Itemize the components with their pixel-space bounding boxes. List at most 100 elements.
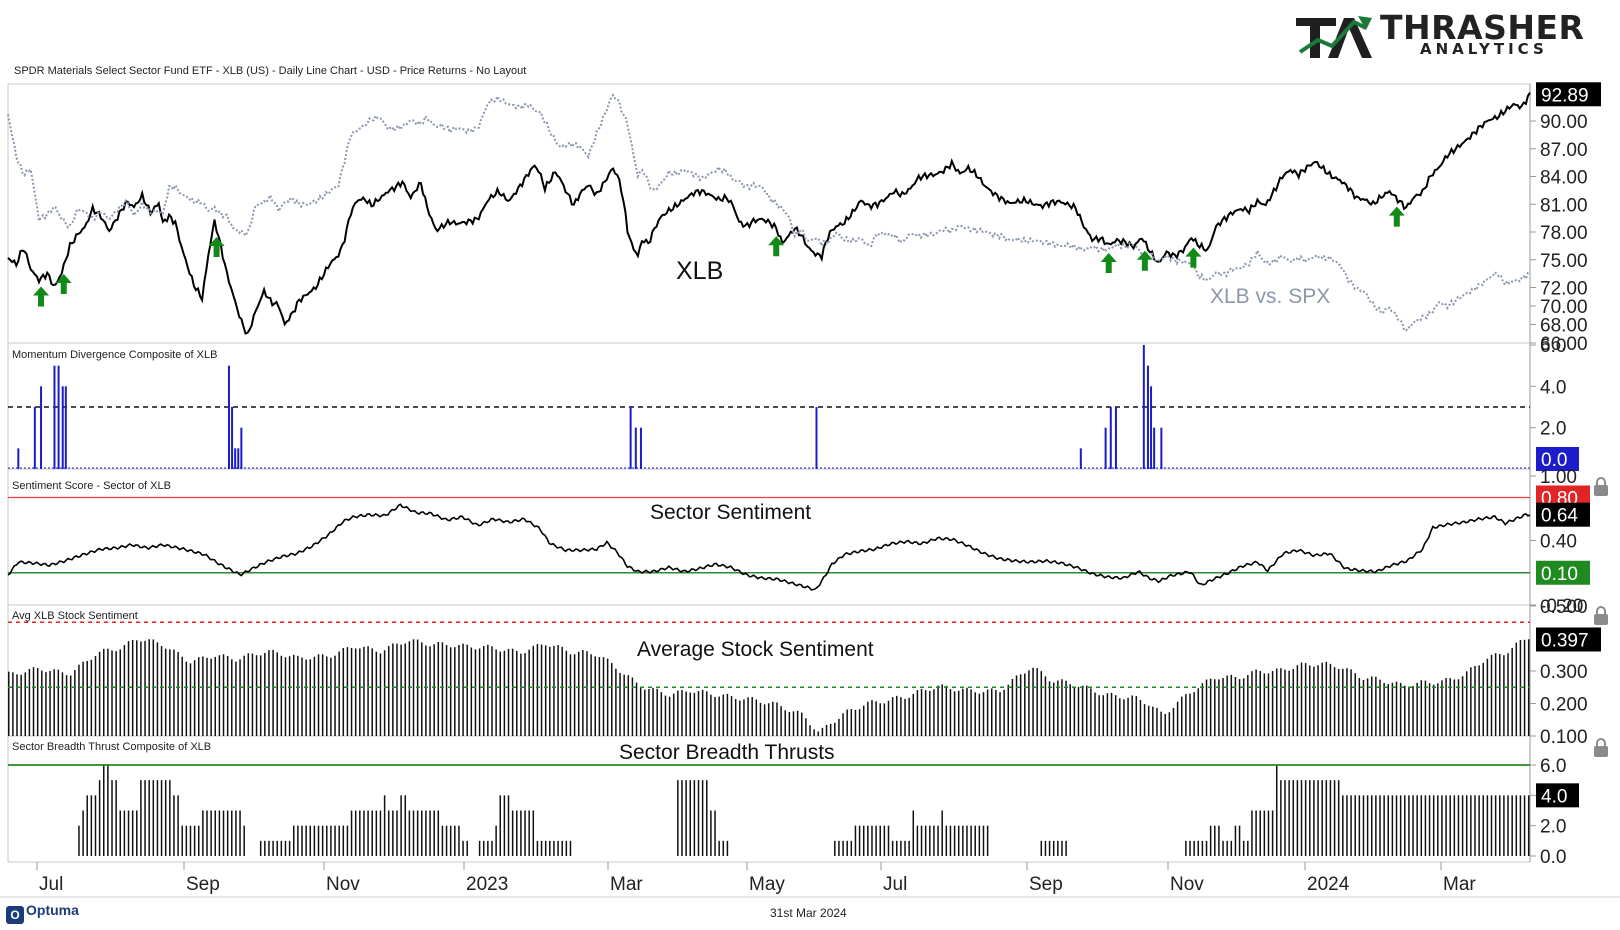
- avg-sentiment-bar: [722, 694, 725, 736]
- avg-sentiment-bar: [582, 650, 584, 736]
- breadth-thrust-bar: [1383, 795, 1385, 856]
- last-value-badge: [1536, 82, 1601, 107]
- breadth-thrust-bar: [462, 840, 464, 856]
- avg-sentiment-bar: [652, 687, 654, 736]
- avg-sentiment-bar: [1379, 679, 1381, 736]
- breadth-thrust-bar: [313, 825, 316, 856]
- avg-sentiment-bar: [1189, 693, 1191, 736]
- avg-sentiment-bar: [524, 653, 526, 736]
- breadth-thrust-bar: [1494, 795, 1497, 856]
- breadth-thrust-bar: [1404, 795, 1406, 856]
- breadth-thrust-bar: [330, 825, 332, 856]
- avg-sentiment-bar: [838, 718, 840, 736]
- avg-sentiment-bar: [945, 685, 948, 736]
- ta-logo-mark: [1296, 16, 1372, 58]
- breadth-thrust-bar: [1346, 795, 1348, 856]
- y-tick-label: 68.00: [1540, 316, 1588, 337]
- avg-sentiment-bar: [280, 655, 283, 736]
- breadth-thrust-bar: [1499, 795, 1501, 856]
- breadth-thrust-bar: [1465, 795, 1468, 856]
- avg-sentiment-bar: [346, 647, 349, 736]
- breadth-thrust-bar: [396, 810, 398, 856]
- breadth-thrust-bar: [1358, 795, 1361, 856]
- footer-date: 31st Mar 2024: [770, 906, 847, 920]
- breadth-thrust-bar: [231, 810, 233, 856]
- breadth-thrust-bar: [458, 825, 460, 856]
- avg-sentiment-bar: [821, 727, 824, 736]
- divergence-bar: [33, 407, 36, 469]
- avg-sentiment-bar: [1234, 677, 1237, 736]
- avg-sentiment-bar: [1226, 675, 1228, 736]
- avg-sentiment-bar: [1036, 668, 1038, 736]
- avg-sentiment-bar: [412, 639, 415, 736]
- avg-sentiment-bar: [61, 672, 64, 736]
- avg-sentiment-bar: [268, 650, 270, 736]
- avg-sentiment-bar: [342, 648, 345, 736]
- breadth-thrust-bar: [321, 825, 324, 856]
- xlb-annotation: XLB: [676, 257, 723, 285]
- x-tick-label: May: [749, 874, 785, 895]
- breadth-thrust-bar: [701, 780, 704, 856]
- avg-sentiment-bar: [912, 693, 915, 736]
- lock-icon: [1596, 738, 1606, 747]
- avg-sentiment-bar: [1247, 675, 1249, 736]
- breadth-thrust-bar: [710, 810, 712, 856]
- avg-sentiment-bar: [445, 644, 448, 736]
- breadth-thrust-bar: [173, 795, 175, 856]
- avg-sentiment-bar: [999, 692, 1001, 736]
- avg-sentiment-bar: [94, 655, 97, 736]
- breadth-thrust-bar: [1251, 810, 1253, 856]
- breadth-thrust-bar: [1255, 810, 1257, 856]
- avg-sentiment-bar: [173, 649, 175, 736]
- divergence-bar: [634, 427, 637, 469]
- breadth-thrust-bar: [565, 840, 568, 856]
- avg-sentiment-bar: [57, 669, 60, 736]
- breadth-thrust-bar: [949, 825, 952, 856]
- avg-sentiment-bar: [1102, 695, 1105, 736]
- avg-sentiment-bar: [326, 656, 328, 736]
- avg-sentiment-bar: [1242, 678, 1245, 736]
- avg-sentiment-bar: [1119, 698, 1121, 736]
- breadth-thrust-bar: [1296, 780, 1299, 856]
- breadth-thrust-bar: [94, 795, 97, 856]
- avg-sentiment-bar: [1432, 684, 1435, 736]
- avg-sentiment-bar: [392, 643, 394, 736]
- avg-sentiment-bar: [908, 697, 910, 736]
- avg-sentiment-bar: [1511, 647, 1513, 736]
- avg-sentiment-bar: [982, 692, 985, 736]
- avg-sentiment-bar: [189, 663, 192, 736]
- avg-sentiment-bar: [1271, 671, 1274, 736]
- breadth-thrust-bar: [854, 825, 857, 856]
- avg-sentiment-bar: [78, 664, 80, 736]
- breadth-thrust-bar: [152, 780, 155, 856]
- avg-sentiment-bar: [623, 674, 625, 736]
- avg-sentiment-bar: [1292, 669, 1295, 736]
- breadth-thrust-bar: [1432, 795, 1435, 856]
- avg-sentiment-bar: [1011, 678, 1014, 736]
- sector-sentiment-annotation: Sector Sentiment: [650, 501, 811, 524]
- avg-sentiment-bar: [718, 696, 720, 736]
- breadth-thrust-bar: [1218, 825, 1220, 856]
- avg-sentiment-bar: [309, 659, 312, 736]
- last-value-label: 0.397: [1541, 630, 1589, 651]
- breadth-thrust-bar: [511, 810, 514, 856]
- avg-sentiment-bar: [181, 656, 183, 736]
- avg-sentiment-bar: [206, 657, 208, 736]
- avg-sentiment-bar: [1057, 680, 1059, 736]
- breadth-thrust-bar: [1247, 840, 1249, 856]
- divergence-bar: [231, 407, 234, 469]
- breadth-thrust-bar: [532, 810, 535, 856]
- avg-sentiment-bar: [1449, 678, 1451, 736]
- avg-sentiment-bar: [429, 646, 431, 736]
- breadth-thrust-bar: [528, 810, 530, 856]
- avg-sentiment-bar: [214, 656, 217, 736]
- breadth-thrust-bar: [1263, 810, 1266, 856]
- avg-sentiment-bar: [1309, 665, 1311, 736]
- avg-sentiment-bar: [875, 701, 877, 736]
- divergence-bar: [40, 386, 43, 469]
- avg-sentiment-bar: [846, 709, 848, 736]
- breadth-thrust-bar: [136, 810, 138, 856]
- avg-sentiment-bar: [1085, 685, 1088, 736]
- avg-sentiment-bar: [1499, 654, 1501, 736]
